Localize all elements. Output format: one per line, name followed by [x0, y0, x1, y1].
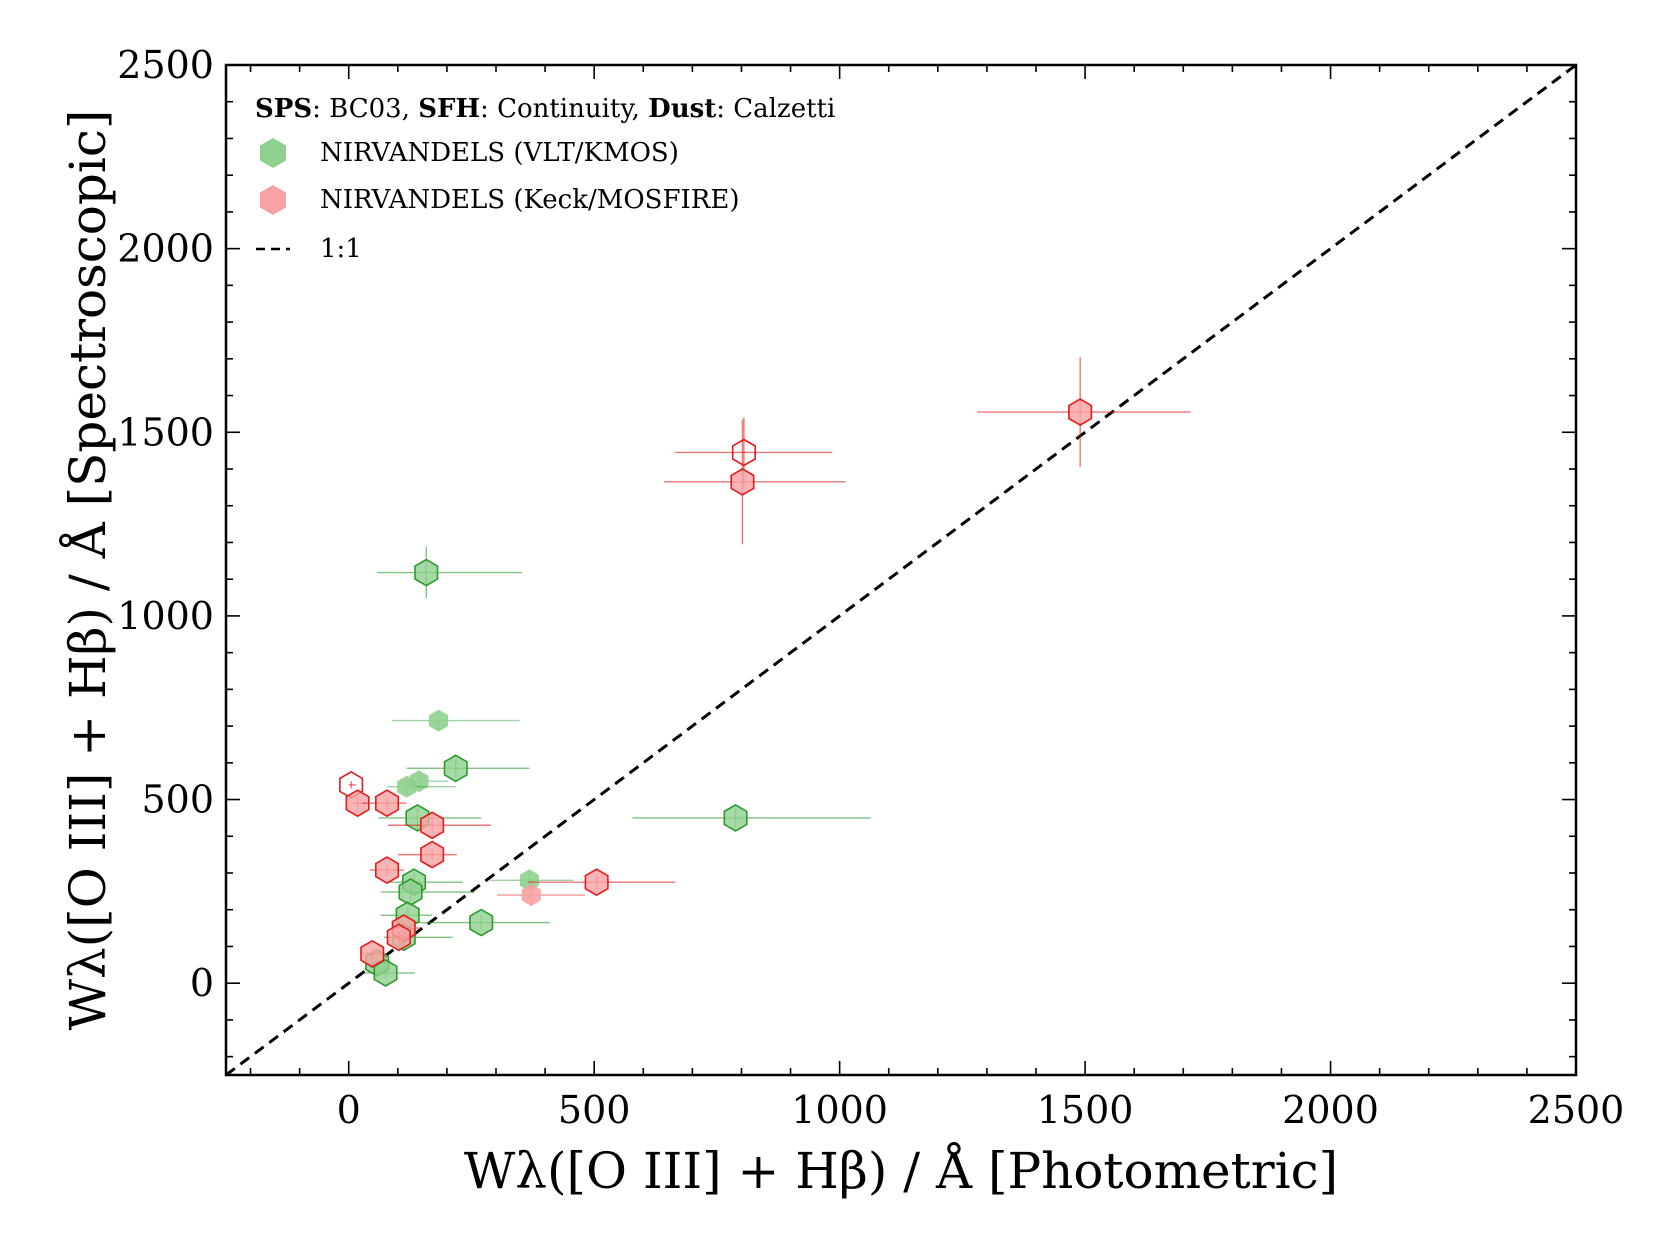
hexagon-marker	[345, 789, 370, 818]
legend-sfh-label: SFH	[418, 94, 480, 124]
data-point	[391, 709, 520, 732]
data-point	[977, 356, 1191, 468]
data-point	[387, 775, 456, 798]
legend-label-one-to-one: 1:1	[320, 234, 362, 264]
hexagon-marker	[429, 709, 449, 732]
hexagon-marker	[374, 856, 400, 885]
x-tick-label: 500	[558, 1088, 631, 1132]
data-point	[388, 811, 492, 840]
hexagon-marker	[397, 775, 417, 798]
data-point	[527, 868, 676, 897]
x-tick-label: 1500	[1037, 1088, 1134, 1132]
hexagon-marker	[1068, 398, 1093, 427]
x-tick-label: 2000	[1282, 1088, 1379, 1132]
hexagon-marker	[420, 811, 445, 840]
data-point	[496, 884, 586, 907]
hexagon-marker	[723, 803, 748, 832]
plot-frame	[224, 63, 1578, 1077]
data-point	[365, 958, 415, 987]
hexagon-marker	[386, 923, 411, 952]
legend-label-mosfire: NIRVANDELS (Keck/MOSFIRE)	[320, 185, 739, 215]
x-tick-label: 0	[337, 1088, 361, 1132]
hexagon-marker	[443, 754, 468, 783]
hexagon-marker	[469, 908, 494, 937]
data-point	[406, 754, 530, 783]
x-tick-label: 2500	[1528, 1088, 1625, 1132]
y-tick-label: 0	[190, 961, 214, 1005]
data-points	[339, 356, 1191, 987]
legend-sps-value: : BC03,	[312, 94, 418, 124]
legend-marker-mosfire	[260, 185, 286, 215]
y-tick-label: 1500	[117, 410, 214, 454]
hexagon-marker	[374, 789, 400, 818]
legend-header: SPS: BC03, SFH: Continuity, Dust: Calzet…	[255, 94, 835, 124]
hexagon-marker	[731, 438, 757, 467]
legend-label-kmos: NIRVANDELS (VLT/KMOS)	[320, 138, 679, 168]
hexagon-marker	[521, 884, 541, 906]
legend-marker-kmos	[260, 138, 286, 168]
hexagon-marker	[584, 868, 609, 897]
data-point	[412, 908, 550, 937]
y-axis-title: Wλ([O III] + Hβ) / Å [Spectroscopic]	[58, 110, 117, 1031]
data-point	[377, 546, 523, 599]
legend: SPS: BC03, SFH: Continuity, Dust: Calzet…	[255, 94, 835, 264]
data-point	[663, 419, 846, 545]
one-to-one-line	[226, 65, 1576, 1075]
hexagon-marker	[360, 939, 385, 968]
data-point	[386, 923, 412, 952]
data-point	[369, 856, 405, 885]
hexagon-marker	[730, 467, 755, 496]
hexagon-marker	[414, 558, 439, 587]
data-point	[397, 840, 457, 869]
legend-dust-label: Dust	[648, 94, 716, 124]
legend-sfh-value: : Continuity,	[480, 94, 648, 124]
tick-labels: 0 500 1000 1500 2000 2500 0 500 1000 1500 2000 2500	[117, 43, 1624, 1132]
y-tick-label: 500	[141, 778, 214, 822]
data-point	[360, 939, 385, 968]
hexagon-marker	[398, 878, 423, 907]
y-tick-label: 2500	[117, 43, 214, 87]
y-tick-label: 1000	[117, 594, 214, 638]
legend-sps-label: SPS	[255, 94, 312, 124]
x-tick-label: 1000	[791, 1088, 888, 1132]
legend-dust-value: : Calzetti	[716, 94, 835, 124]
data-point	[381, 878, 475, 907]
data-point	[632, 803, 871, 832]
data-point	[362, 789, 407, 818]
x-axis-title: Wλ([O III] + Hβ) / Å [Photometric]	[464, 1141, 1338, 1200]
reference-line-group	[226, 65, 1576, 1075]
hexagon-marker	[420, 840, 445, 869]
y-tick-label: 2000	[117, 227, 214, 271]
